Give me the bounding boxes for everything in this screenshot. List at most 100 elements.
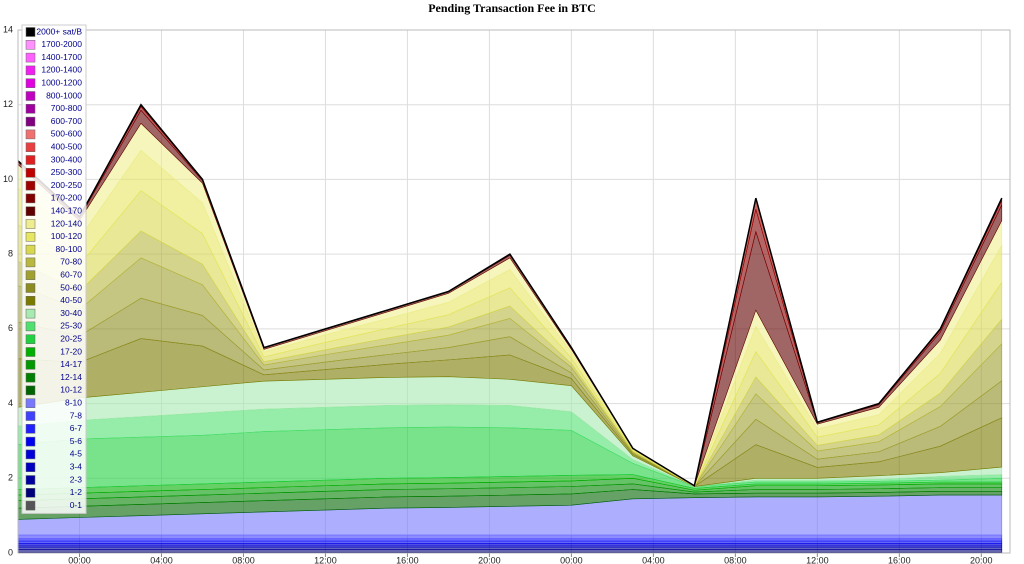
legend-swatch [25, 155, 36, 165]
legend-label: 2-3 [70, 474, 83, 484]
y-tick-label: 12 [3, 99, 13, 109]
legend-swatch [25, 65, 36, 76]
y-tick-label: 0 [8, 547, 13, 557]
legend-swatch [25, 257, 36, 268]
area [17, 546, 1003, 550]
legend-swatch [25, 244, 36, 255]
x-tick-label: 08:00 [232, 555, 255, 564]
x-tick-label: 20:00 [478, 555, 501, 564]
legend-label: 25-30 [60, 321, 82, 331]
x-tick-label: 08:00 [724, 555, 747, 564]
areas [17, 103, 1003, 554]
y-tick-label: 14 [3, 24, 13, 34]
legend-swatch [25, 270, 36, 280]
legend-label: 8-10 [65, 397, 82, 407]
legend-swatch [25, 116, 36, 127]
legend-swatch [25, 104, 36, 114]
y-tick-label: 6 [8, 323, 13, 333]
legend-swatch [25, 296, 36, 306]
legend: 2000+ sat/B 1700-2000 1400-1700 1200-1400 10… [21, 24, 87, 514]
legend-swatch [25, 334, 36, 344]
legend-swatch [25, 347, 36, 357]
legend-swatch [25, 206, 36, 216]
legend-swatch [25, 385, 36, 396]
legend-label: 500-600 [51, 129, 82, 139]
legend-label: 1000-1200 [41, 77, 82, 87]
legend-label: 6-7 [70, 423, 83, 433]
legend-label: 40-50 [60, 295, 82, 305]
legend-label: 100-120 [51, 231, 82, 241]
legend-label: 700-800 [51, 103, 82, 113]
x-tick-label: 04:00 [150, 555, 173, 564]
legend-swatch [25, 360, 36, 370]
x-tick-label: 20:00 [970, 555, 993, 564]
legend-swatch [25, 232, 36, 242]
legend-label: 10-12 [60, 385, 82, 395]
legend-label: 50-60 [60, 282, 82, 292]
legend-swatch [25, 219, 36, 229]
legend-label: 1200-1400 [41, 65, 82, 75]
legend-swatch [25, 436, 36, 447]
legend-label: 7-8 [70, 410, 83, 420]
legend-swatch [25, 78, 36, 88]
legend-label: 3-4 [70, 461, 83, 471]
legend-label: 600-700 [51, 116, 82, 126]
legend-swatch [25, 449, 36, 460]
legend-swatch [25, 462, 36, 472]
legend-swatch [25, 424, 36, 434]
area [17, 538, 1003, 542]
legend-swatch [25, 180, 36, 191]
x-tick-label: 12:00 [806, 555, 829, 564]
legend-swatch [25, 283, 36, 293]
legend-label: 400-500 [51, 141, 82, 151]
legend-swatch [25, 398, 36, 408]
legend-label: 1700-2000 [41, 39, 82, 49]
legend-label: 250-300 [51, 167, 82, 177]
legend-swatch [25, 52, 36, 63]
area [17, 548, 1003, 553]
legend-swatch [25, 372, 36, 383]
legend-swatch [25, 411, 36, 421]
legend-label: 30-40 [60, 308, 82, 318]
legend-label: 120-140 [51, 218, 82, 228]
x-tick-label: 12:00 [314, 555, 337, 564]
legend-swatch [25, 500, 36, 511]
x-tick-label: 00:00 [560, 555, 583, 564]
legend-label: 4-5 [70, 449, 83, 459]
legend-swatch [25, 321, 36, 332]
legend-swatch [25, 40, 36, 50]
x-tick-label: 04:00 [642, 555, 665, 564]
legend-label: 20-25 [60, 333, 82, 343]
legend-label: 170-200 [51, 193, 82, 203]
legend-swatch [25, 308, 36, 319]
legend-swatch [25, 27, 36, 37]
legend-swatch [25, 91, 36, 101]
chart-title: Pending Transaction Fee in BTC [428, 1, 596, 15]
legend-label: 140-170 [51, 205, 82, 215]
legend-label: 12-14 [60, 372, 82, 382]
legend-label: 14-17 [60, 359, 82, 369]
plot-frame [17, 29, 1011, 554]
legend-label: 0-1 [70, 500, 83, 510]
y-tick-label: 8 [8, 249, 13, 259]
legend-label: 2000+ sat/B [36, 26, 82, 36]
y-tick-label: 10 [3, 174, 13, 184]
y-tick-label: 4 [8, 398, 13, 408]
legend-label: 1400-1700 [41, 52, 82, 62]
y-tick-label: 2 [8, 473, 13, 483]
legend-label: 5-6 [70, 436, 83, 446]
legend-swatch [25, 129, 36, 140]
legend-label: 300-400 [51, 154, 82, 164]
legend-swatch [25, 168, 36, 178]
legend-label: 60-70 [60, 269, 82, 279]
x-tick-label: 00:00 [68, 555, 91, 564]
area [17, 540, 1003, 544]
legend-label: 70-80 [60, 257, 82, 267]
legend-label: 200-250 [51, 180, 82, 190]
x-tick-label: 16:00 [888, 555, 911, 564]
axes: 0 2 4 6 8 10 12 14 00:00 04:00 08:00 12:00 16:00 20:0… [3, 24, 1011, 564]
legend-label: 800-1000 [46, 90, 82, 100]
area [17, 534, 1003, 540]
